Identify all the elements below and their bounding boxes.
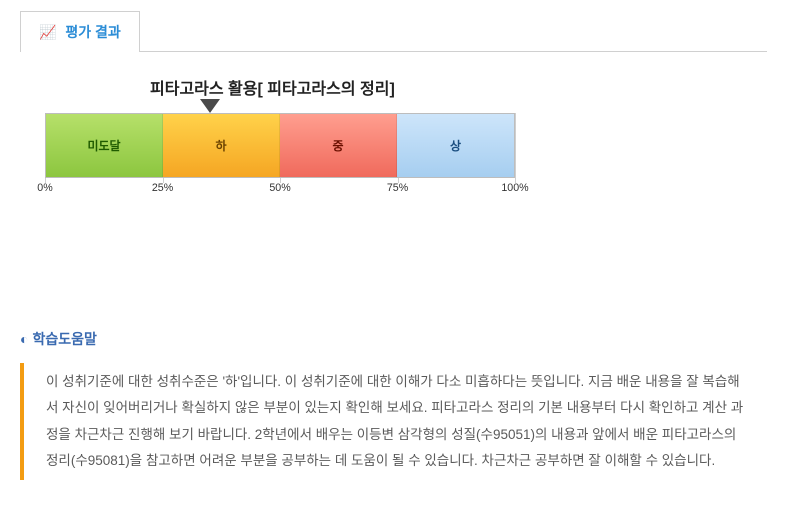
- score-pointer-icon: [200, 99, 220, 113]
- score-segment-1: 하: [163, 114, 280, 177]
- chart-line-icon: 📈: [39, 24, 56, 40]
- chart-container: 피타고라스 활용[ 피타고라스의 정리] 미도달하중상 0% 25% 50% 75% 1…: [20, 70, 767, 204]
- axis-tick-label: 75%: [387, 182, 408, 194]
- axis-tick-label: 100%: [501, 182, 528, 194]
- chart-area: 미도달하중상 0%25%50%75%100%: [45, 113, 515, 204]
- score-segment-3: 상: [397, 114, 514, 177]
- score-bar: 미도달하중상: [45, 113, 515, 178]
- axis-tick-label: 25%: [152, 182, 173, 194]
- axis-ticks: 0%25%50%75%100%: [45, 182, 515, 204]
- score-segment-0: 미도달: [46, 114, 163, 177]
- gridline: [515, 113, 516, 183]
- help-body: 이 성취기준에 대한 성취수준은 '하'입니다. 이 성취기준에 대한 이해가 …: [20, 363, 767, 480]
- tab-bar: 📈 평가 결과: [20, 10, 767, 52]
- help-title-text: 학습도움말: [32, 331, 96, 347]
- help-section: ◐학습도움말 이 성취기준에 대한 성취수준은 '하'입니다. 이 성취기준에 …: [20, 329, 767, 480]
- tab-label: 평가 결과: [65, 24, 120, 40]
- chart-title: 피타고라스 활용[ 피타고라스의 정리]: [150, 75, 767, 99]
- half-circle-icon: ◐: [20, 331, 28, 347]
- axis-tick-label: 50%: [269, 182, 290, 194]
- axis-tick-label: 0%: [37, 182, 52, 194]
- score-segment-2: 중: [280, 114, 397, 177]
- tab-evaluation-result[interactable]: 📈 평가 결과: [20, 11, 140, 52]
- help-title: ◐학습도움말: [20, 329, 767, 349]
